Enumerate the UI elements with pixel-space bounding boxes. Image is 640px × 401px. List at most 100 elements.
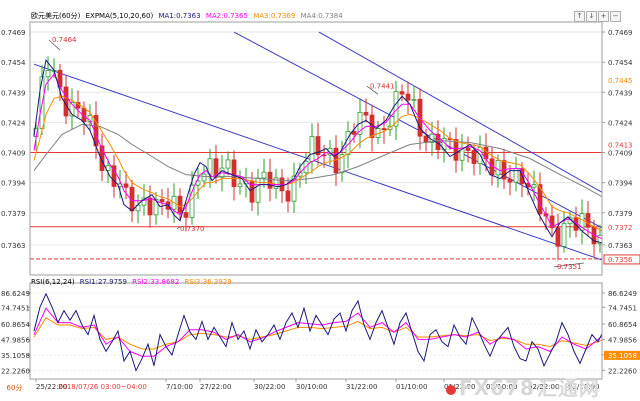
rsi1-line — [33, 292, 602, 372]
rsi-axis-label-left: 35.1058 — [1, 352, 30, 360]
time-axis-label: 25/22:00 — [36, 383, 67, 391]
period-label: (60分) — [59, 12, 81, 20]
price-axis-label-left: 0.7469 — [1, 29, 26, 37]
time-axis-label: 01/22:00 — [444, 383, 475, 391]
ma2-value: MA2:0.7365 — [205, 12, 248, 20]
symbol-name: 欧元美元 — [31, 12, 59, 20]
annotation-leader — [366, 86, 379, 95]
candle-body — [531, 184, 537, 188]
price-axis-label: 0.7363 — [608, 242, 633, 250]
candle-body — [69, 102, 75, 117]
chart-frame — [29, 21, 603, 380]
rsi1-value: RSI1:27.9759 — [79, 278, 127, 286]
rsi-axis-label: 86.6249 — [608, 290, 637, 298]
candle-body — [183, 212, 189, 218]
candle-body — [201, 173, 207, 182]
candle-body — [555, 227, 561, 247]
price-axis: 0.7469 0.7454 0.7439 0.7424 0.7409 0.7394 0.73… — [1, 29, 633, 250]
ma1-line — [33, 59, 602, 244]
ma1-value: MA1:0.7363 — [158, 12, 201, 20]
time-axis-label: 31/22:00 — [346, 383, 377, 391]
price-annotation: 0.7370 — [180, 225, 205, 233]
scroll-up-button[interactable]: ↑ — [574, 11, 585, 22]
time-axis-label: 30/22:00 — [254, 383, 285, 391]
zoom-out-button[interactable]: − — [610, 11, 621, 22]
candle-body — [471, 150, 477, 164]
annotation-leader — [553, 262, 585, 268]
candle-body — [99, 145, 105, 171]
candle-body — [585, 213, 591, 228]
rsi-axis-label: 47.9856 — [608, 336, 637, 344]
candle-body — [147, 197, 153, 216]
price-tag-box — [603, 254, 640, 265]
indicator-name: EXPMA(5,10,20,60) — [85, 12, 154, 20]
price-tag: 0.7372 — [608, 224, 633, 232]
candle-body — [261, 171, 267, 179]
time-axis-label: 02/22:00 — [528, 383, 559, 391]
price-axis-label-left: 0.7439 — [1, 89, 26, 97]
time-axis-label: 01/10:00 — [396, 383, 427, 391]
candle-body — [339, 154, 345, 174]
rsi-axis-label: 74.7451 — [608, 304, 637, 312]
time-axis-label: 7/10:00 — [166, 383, 193, 391]
time-axis-label: 30/10:00 — [296, 383, 327, 391]
rsi-header: RSI(6,12,24) RSI1:27.9759 RSI2:33.8682 R… — [31, 277, 232, 287]
price-axis-label-left: 0.7379 — [1, 210, 26, 218]
price-tag: 0.7356 — [608, 256, 633, 264]
candle-body — [495, 160, 501, 176]
price-pane-border — [29, 21, 603, 276]
price-axis-label: 0.7454 — [608, 59, 633, 67]
rsi2-value: RSI2:33.8682 — [132, 278, 180, 286]
candle-body — [351, 130, 357, 135]
candle-body — [405, 93, 411, 101]
price-axis-label: 0.7379 — [608, 210, 633, 218]
period-selector-button[interactable]: 60分 — [6, 384, 23, 392]
price-axis-label-left: 0.7394 — [1, 180, 26, 188]
price-axis-label: 0.7424 — [608, 119, 633, 127]
scroll-down-button[interactable]: ↓ — [586, 11, 597, 22]
candle-body — [123, 183, 129, 188]
price-tag: 0.7445 — [608, 77, 633, 85]
price-annotation: 0.7464 — [52, 36, 77, 44]
rsi-tag-box — [604, 350, 640, 360]
expma-lines — [33, 59, 602, 244]
price-tag: 0.7413 — [608, 141, 633, 149]
fx678-watermark: FX678 汇通网 — [446, 372, 600, 401]
rsi-axis-label-left: 74.7451 — [1, 304, 30, 312]
annotation-leader — [176, 226, 181, 230]
candle-body — [141, 197, 147, 206]
candle-body — [597, 234, 602, 245]
candle-body — [315, 136, 321, 156]
candle-body — [111, 165, 117, 187]
annotation-leader — [48, 39, 61, 51]
candle-body — [507, 178, 513, 183]
price-annotation: 0.7351 — [557, 263, 582, 271]
rsi-axis-label: 60.8654 — [608, 321, 637, 329]
candle-body — [411, 98, 417, 101]
rsi-name: RSI(6,12,24) — [31, 278, 75, 286]
candle-body — [537, 184, 543, 215]
rsi-axis-label-left: 22.2260 — [1, 367, 30, 375]
time-axis-label: 27/22:00 — [200, 383, 231, 391]
candle-body — [225, 159, 231, 169]
candle-body — [267, 171, 273, 189]
time-axis-label: 2018/07/26 03:00~04:00 — [58, 383, 147, 391]
price-axis-label: 0.7409 — [608, 150, 633, 158]
ma3-line — [33, 95, 602, 232]
main-header: 欧元美元(60分) EXPMA(5,10,20,60) MA1:0.7363 M… — [31, 11, 343, 21]
price-axis-label: 0.7469 — [608, 29, 633, 37]
zoom-in-button[interactable]: + — [598, 11, 609, 22]
price-axis-label: 0.7394 — [608, 180, 633, 188]
candle-body — [363, 112, 369, 116]
candle-body — [153, 199, 159, 216]
candle-body — [399, 91, 405, 95]
candle-body — [453, 139, 459, 161]
rsi-axis-label-left: 47.9856 — [1, 336, 30, 344]
channel-line — [318, 31, 602, 193]
rsi-axis: 86.6249 86.6249 74.7451 74.7451 60.8654 60.86… — [1, 290, 637, 375]
price-annotations: 0.7464 0.7370 0.7441 0.7351 — [48, 36, 585, 271]
rsi-lines — [33, 292, 602, 372]
